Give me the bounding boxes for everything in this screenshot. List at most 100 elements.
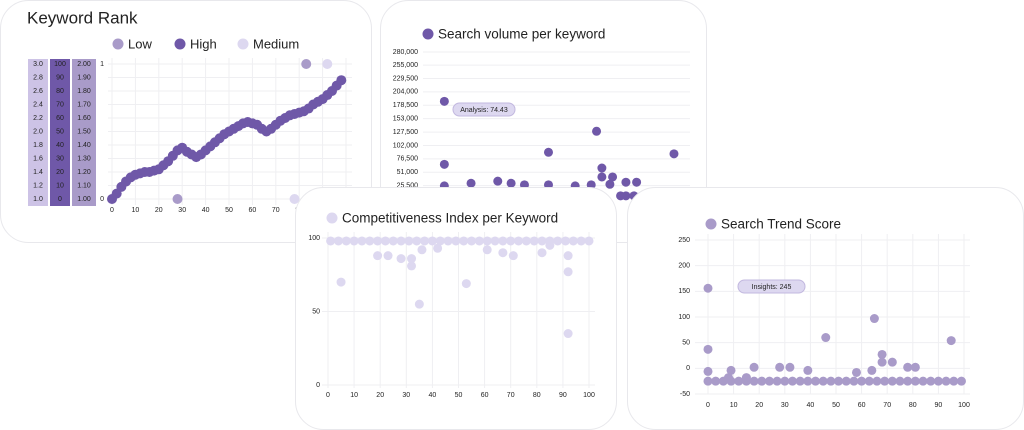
data-point xyxy=(357,236,367,246)
data-point xyxy=(336,75,347,86)
legend-label: Search volume per keyword xyxy=(438,27,605,42)
data-point xyxy=(703,366,713,376)
data-point xyxy=(498,236,508,246)
y-tick-label: 70 xyxy=(56,101,64,108)
y-tick-label: 2.6 xyxy=(33,88,43,95)
data-point xyxy=(877,357,887,367)
data-point xyxy=(910,376,920,386)
legend-marker xyxy=(237,38,249,50)
data-point xyxy=(467,236,477,246)
y-tick-label: 1 xyxy=(100,61,104,68)
data-point xyxy=(592,126,602,136)
x-tick-label: 70 xyxy=(883,402,891,409)
data-point xyxy=(407,254,417,264)
data-point xyxy=(826,376,836,386)
x-tick-label: 50 xyxy=(832,402,840,409)
data-point xyxy=(289,194,300,204)
data-point xyxy=(521,236,531,246)
x-tick-label: 90 xyxy=(559,392,567,399)
x-tick-label: 70 xyxy=(507,392,515,399)
axis-strip xyxy=(28,59,48,206)
data-point xyxy=(404,236,414,246)
x-tick-label: 60 xyxy=(249,207,257,214)
annotation-box xyxy=(737,279,806,294)
y-tick-label: 1.80 xyxy=(77,88,91,95)
data-point xyxy=(373,236,383,246)
data-point xyxy=(508,251,518,261)
data-point xyxy=(669,149,679,159)
y-tick-label: 2.00 xyxy=(77,61,91,68)
data-point xyxy=(498,248,508,258)
data-point xyxy=(514,236,524,246)
chart-card: -50 0 50 100 150 200 250 0 10 20 30 40 50 60 70 80 90 100… xyxy=(627,187,1024,430)
data-point xyxy=(506,178,516,188)
y-tick-label: 2.4 xyxy=(33,101,43,108)
legend-marker xyxy=(705,218,717,230)
data-point xyxy=(427,236,437,246)
data-point xyxy=(490,236,500,246)
y-tick-label: 50 xyxy=(56,128,64,135)
y-tick-label: 51,000 xyxy=(397,169,419,176)
y-tick-label: 0 xyxy=(58,196,62,203)
data-point xyxy=(537,248,547,258)
data-point xyxy=(857,376,867,386)
data-point xyxy=(841,376,851,386)
data-point xyxy=(336,277,346,287)
y-tick-label: 153,000 xyxy=(393,116,418,123)
legend-marker xyxy=(174,38,186,50)
x-tick-label: 100 xyxy=(583,392,595,399)
data-point xyxy=(597,172,607,182)
data-point xyxy=(749,376,759,386)
y-tick-label: 0 xyxy=(316,382,320,389)
data-point xyxy=(787,376,797,386)
y-tick-label: 100 xyxy=(678,314,690,321)
data-point xyxy=(941,376,951,386)
x-tick-label: 80 xyxy=(533,392,541,399)
annotation: Insights: 245 xyxy=(752,284,792,291)
x-tick-label: 0 xyxy=(110,207,114,214)
data-point xyxy=(341,236,351,246)
data-point xyxy=(326,236,336,246)
y-tick-label: 3.0 xyxy=(33,61,43,68)
data-point xyxy=(373,251,383,261)
y-tick-label: 20 xyxy=(56,169,64,176)
y-tick-label: 1.50 xyxy=(77,128,91,135)
legend-marker xyxy=(112,38,124,50)
x-tick-label: 40 xyxy=(807,402,815,409)
annotation-box xyxy=(452,102,516,117)
data-point xyxy=(880,376,890,386)
chart-card: 0 50 100 0 10 20 30 40 50 60 70 80 90 100 Competitiven… xyxy=(295,187,617,430)
y-tick-label: 50 xyxy=(312,308,320,315)
y-tick-label: 2.0 xyxy=(33,128,43,135)
y-tick-label: 1.30 xyxy=(77,155,91,162)
y-tick-label: 50 xyxy=(682,340,690,347)
y-tick-label: 40 xyxy=(56,142,64,149)
legend-marker xyxy=(326,212,338,224)
data-point xyxy=(563,251,573,261)
data-point xyxy=(407,261,417,271)
chart-card: 25,500 51,000 76,500 102,000 127,500 153,000 1… xyxy=(380,0,707,243)
data-point xyxy=(711,376,721,386)
x-tick-label: 20 xyxy=(155,207,163,214)
data-point xyxy=(443,236,453,246)
data-point xyxy=(887,376,897,386)
data-point xyxy=(818,376,828,386)
data-point xyxy=(757,376,767,386)
x-tick-label: 80 xyxy=(909,402,917,409)
legend-label: Low xyxy=(128,36,152,51)
y-tick-label: 1.0 xyxy=(33,196,43,203)
data-point xyxy=(621,191,631,201)
data-point xyxy=(597,163,607,173)
data-point xyxy=(811,376,821,386)
data-point xyxy=(396,236,406,246)
data-point xyxy=(461,279,471,289)
data-point xyxy=(895,376,905,386)
x-tick-label: 20 xyxy=(376,392,384,399)
data-point xyxy=(506,236,516,246)
data-point xyxy=(576,236,586,246)
data-point xyxy=(417,245,427,255)
data-point xyxy=(903,376,913,386)
x-tick-label: 20 xyxy=(755,402,763,409)
data-point xyxy=(451,236,461,246)
data-point xyxy=(568,236,578,246)
